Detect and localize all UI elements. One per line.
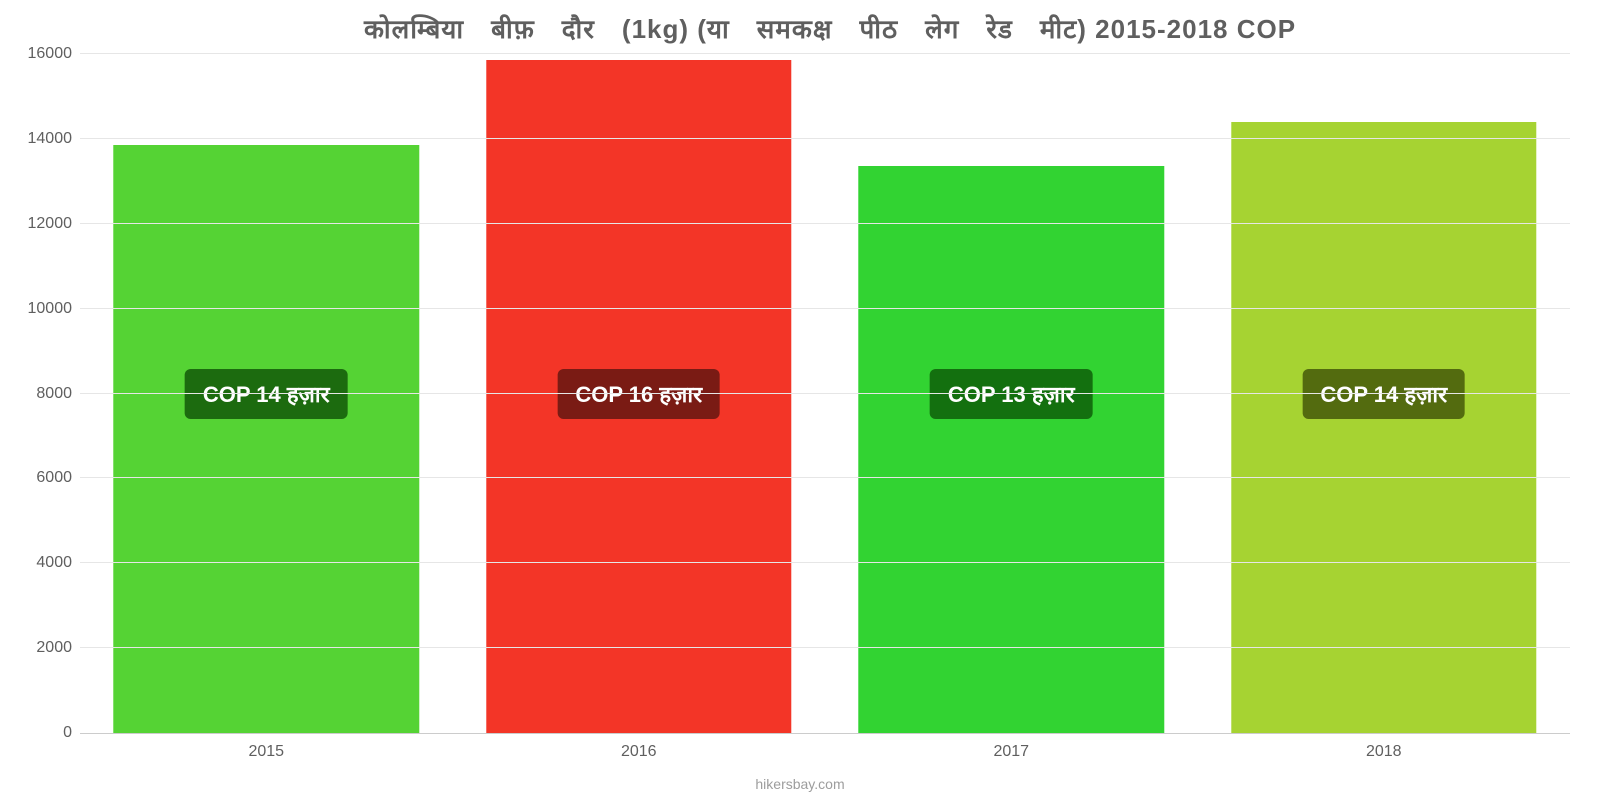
bar [114,145,419,733]
y-tick-label: 16000 [28,45,81,63]
gridline [80,647,1570,648]
gridline [80,477,1570,478]
bar [1231,122,1536,733]
bar-slot: COP 16 हज़ार2016 [453,54,826,733]
bar-value-label: COP 13 हज़ार [930,369,1093,419]
attribution-text: hikersbay.com [755,776,844,792]
bar-slot: COP 14 हज़ार2015 [80,54,453,733]
x-tick-label: 2017 [993,743,1029,761]
bars-group: COP 14 हज़ार2015COP 16 हज़ार2016COP 13 ह… [80,54,1570,733]
chart-container: कोलम्बिया बीफ़ दौर (1kg) (या समकक्ष पीठ … [0,0,1600,800]
y-tick-label: 6000 [36,469,80,487]
bar-slot: COP 14 हज़ार2018 [1198,54,1571,733]
y-tick-label: 12000 [28,215,81,233]
gridline [80,308,1570,309]
x-tick-label: 2016 [621,743,657,761]
gridline [80,562,1570,563]
gridline [80,393,1570,394]
y-tick-label: 14000 [28,130,81,148]
y-tick-label: 2000 [36,639,80,657]
plot-area: COP 14 हज़ार2015COP 16 हज़ार2016COP 13 ह… [80,54,1570,734]
chart-title: कोलम्बिया बीफ़ दौर (1kg) (या समकक्ष पीठ … [80,10,1580,46]
y-tick-label: 4000 [36,554,80,572]
x-tick-label: 2015 [248,743,284,761]
gridline [80,138,1570,139]
y-tick-label: 8000 [36,385,80,403]
gridline [80,223,1570,224]
bar-value-label: COP 16 हज़ार [557,369,720,419]
bar-value-label: COP 14 हज़ार [1302,369,1465,419]
y-tick-label: 10000 [28,300,81,318]
bar-value-label: COP 14 हज़ार [185,369,348,419]
gridline [80,53,1570,54]
x-tick-label: 2018 [1366,743,1402,761]
y-tick-label: 0 [63,724,80,742]
bar-slot: COP 13 हज़ार2017 [825,54,1198,733]
